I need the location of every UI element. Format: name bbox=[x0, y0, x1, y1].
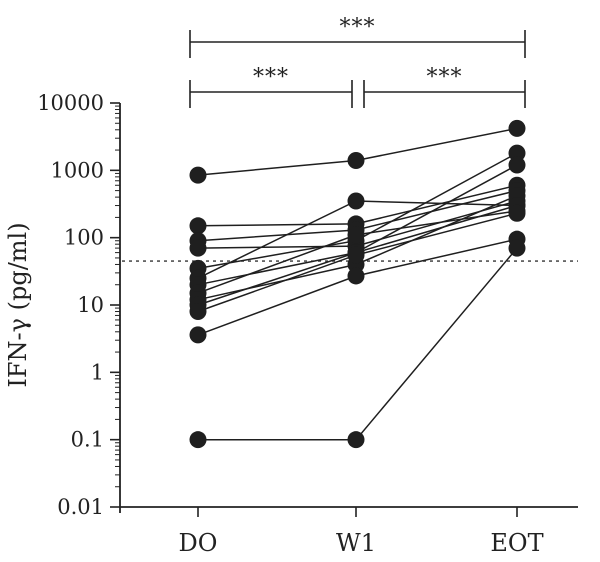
data-point bbox=[347, 151, 365, 169]
data-point bbox=[347, 246, 365, 264]
data-point bbox=[508, 119, 526, 137]
data-point bbox=[508, 144, 526, 162]
y-tick-label: 1000 bbox=[51, 158, 104, 182]
significance-label: *** bbox=[340, 15, 376, 40]
y-axis-label: IFN-γ (pg/ml) bbox=[4, 222, 32, 387]
data-point bbox=[189, 326, 207, 344]
data-point bbox=[347, 192, 365, 210]
y-tick-label: 10000 bbox=[37, 91, 104, 115]
data-point bbox=[508, 239, 526, 257]
x-tick-label: W1 bbox=[336, 529, 376, 557]
data-point bbox=[189, 431, 207, 449]
y-tick-label: 10 bbox=[77, 293, 104, 317]
data-point bbox=[189, 166, 207, 184]
data-point bbox=[347, 226, 365, 244]
y-tick-label: 1 bbox=[91, 360, 104, 384]
significance-label: *** bbox=[253, 65, 289, 90]
data-point bbox=[508, 204, 526, 222]
data-point bbox=[347, 431, 365, 449]
data-point bbox=[189, 303, 207, 321]
data-point bbox=[347, 267, 365, 285]
significance-label: *** bbox=[427, 65, 463, 90]
data-point bbox=[189, 239, 207, 257]
data-point bbox=[508, 156, 526, 174]
data-point bbox=[189, 217, 207, 235]
y-tick-label: 100 bbox=[64, 226, 104, 250]
x-tick-label: DO bbox=[179, 529, 218, 557]
y-tick-label: 0.1 bbox=[71, 428, 104, 452]
y-tick-label: 0.01 bbox=[57, 495, 104, 519]
x-tick-label: EOT bbox=[490, 529, 543, 557]
